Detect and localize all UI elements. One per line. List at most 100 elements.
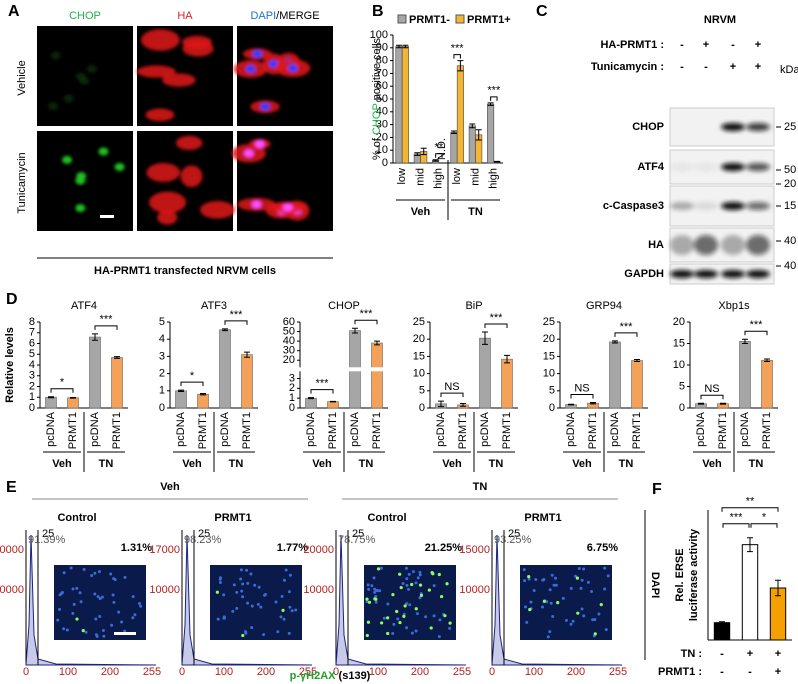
nucleus [218, 576, 222, 580]
sig-label: *** [316, 378, 330, 390]
positive-cell [440, 594, 444, 599]
y-axis-label-part: CHOP [371, 103, 383, 135]
positive-cell [366, 620, 371, 624]
sig-bracket [94, 325, 118, 330]
blot-label: c-Caspase3 [603, 200, 664, 212]
positive-cell [414, 607, 418, 611]
sig-bracket [570, 393, 594, 399]
band [746, 202, 770, 210]
sig-bracket [50, 388, 74, 393]
histogram [491, 534, 623, 666]
error-bar [244, 351, 250, 358]
nucleus [235, 606, 239, 610]
nucleus [374, 594, 378, 598]
nucleus [438, 618, 442, 622]
condition-sign: + [755, 39, 761, 51]
nucleus [382, 616, 386, 620]
bar [609, 341, 621, 409]
sig-label: ** [746, 496, 755, 508]
nucleus [586, 580, 590, 584]
nucleus [554, 576, 558, 580]
nucleus [114, 162, 125, 171]
nucleus [282, 578, 286, 582]
inset-cells [365, 566, 452, 639]
nucleus [65, 628, 69, 632]
condition-sign: + [730, 61, 736, 73]
nucleus [62, 571, 66, 575]
error-bar [504, 354, 510, 364]
error-bar [114, 356, 120, 359]
blot-label: ATF4 [637, 161, 665, 173]
nucleus [276, 630, 280, 634]
y-tick-label: 10 [376, 144, 388, 156]
condition-sign: - [680, 61, 684, 73]
nucleus [424, 615, 428, 619]
nucleus [432, 584, 436, 588]
nucleus [606, 574, 610, 578]
nucleus [218, 581, 222, 585]
column-title-part: HA [177, 10, 193, 22]
group-label: Veh [411, 206, 431, 218]
nucleus [98, 147, 109, 156]
sig-bracket [700, 394, 724, 400]
y-axis-label: DAPI [649, 572, 661, 598]
bar [456, 65, 464, 164]
sig-label: * [762, 512, 767, 524]
nucleus [401, 582, 405, 586]
y-tick-label: 100 [370, 29, 388, 41]
nucleus [263, 593, 267, 597]
y-tick-label: 4 [29, 359, 35, 371]
y-tick-label: 3 [29, 370, 35, 382]
x-tick-label: PRMT1 [761, 412, 773, 449]
y-tick-label: 6 [29, 337, 35, 349]
blot-label: HA [648, 239, 664, 251]
nucleus [418, 570, 422, 574]
y-tick-label: 10000 [303, 584, 334, 596]
error-bar [402, 44, 409, 49]
plot-title: Control [57, 512, 96, 524]
error-bar [432, 159, 439, 162]
positive-cell [380, 621, 384, 625]
x-tick-label: 0 [333, 666, 339, 678]
y-tick-label: 0 [419, 402, 425, 414]
sig-bracket [750, 523, 778, 528]
x-tick-label: pcDNA [305, 411, 317, 447]
band [721, 123, 745, 131]
y-tick-label: 60 [283, 316, 295, 328]
y-tick-label: 17000 [149, 544, 180, 556]
error-bar [590, 401, 596, 405]
sig-bracket [435, 153, 443, 158]
nucleus [82, 567, 86, 571]
positive-cell [398, 572, 402, 576]
y-tick-label: 15000 [459, 544, 490, 556]
nucleus [62, 155, 73, 164]
x-axis-label: p-γH2AX (s139) [290, 670, 371, 682]
nucleus [280, 594, 284, 598]
error-bar [178, 389, 184, 392]
chart-title: Xbp1s [718, 300, 750, 312]
plot-title: PRMT1 [524, 512, 561, 524]
nucleus [79, 600, 83, 604]
nucleus [405, 602, 409, 606]
y-tick-label: 10 [673, 359, 685, 371]
nucleus [569, 586, 573, 590]
nucleus [243, 630, 247, 634]
nucleus [239, 568, 243, 572]
sig-label: *** [451, 43, 465, 55]
positive-cell [386, 631, 390, 636]
nucleus [110, 623, 114, 627]
y-tick-label: 20000 [0, 544, 24, 556]
nucleus [373, 587, 377, 591]
nucleus [448, 626, 452, 630]
column-title: HA [177, 10, 193, 22]
cell [175, 135, 203, 151]
condition-label: TN : [681, 648, 702, 660]
nucleus [604, 628, 608, 632]
bands [721, 123, 770, 131]
group-label: Veh [52, 458, 72, 470]
y-tick-label: 25 [413, 316, 425, 328]
x-tick-label: 200 [411, 666, 429, 678]
nucleus [251, 200, 262, 209]
marker-label: 50 [784, 164, 796, 176]
blot-label: CHOP [632, 121, 664, 133]
